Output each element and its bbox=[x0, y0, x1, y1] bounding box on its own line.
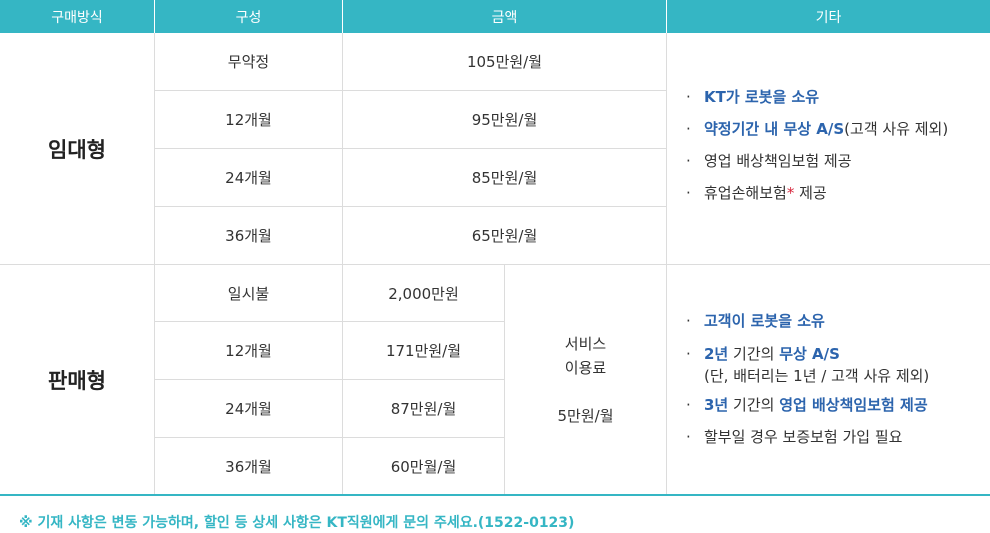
header-other: 기타 bbox=[667, 0, 990, 33]
header-composition: 구성 bbox=[155, 0, 342, 33]
divider bbox=[666, 33, 667, 494]
list-item: · 영업 배상책임보험 제공 bbox=[686, 145, 948, 177]
divider bbox=[155, 321, 504, 322]
note-text: 기간의 bbox=[728, 396, 780, 414]
service-fee-price: 5만원/월 bbox=[557, 406, 614, 425]
bullet: · bbox=[686, 88, 691, 106]
footer-divider bbox=[0, 494, 990, 496]
note-text: (고객 사유 제외) bbox=[844, 120, 949, 138]
divider bbox=[155, 206, 666, 207]
header-purchase-method: 구매방식 bbox=[0, 0, 154, 33]
divider bbox=[155, 90, 666, 91]
list-item: · 2년 기간의 무상 A/S (단, 배터리는 1년 / 고객 사유 제외) bbox=[686, 337, 929, 387]
bullet: · bbox=[686, 312, 691, 330]
note-text: 제공 bbox=[794, 184, 827, 202]
rental-price: 95만원/월 bbox=[471, 111, 538, 129]
note-highlight: 무상 A/S bbox=[779, 345, 840, 363]
note-highlight: KT가 로봇을 소유 bbox=[704, 88, 820, 106]
note-highlight: 2년 bbox=[704, 345, 729, 363]
note-subtext: (단, 배터리는 1년 / 고객 사유 제외) bbox=[704, 367, 930, 385]
rental-price: 65만원/월 bbox=[471, 227, 538, 245]
service-fee-label: 이용료 bbox=[564, 358, 607, 377]
bullet: · bbox=[686, 345, 691, 363]
note-text: 휴업손해보험 bbox=[704, 184, 787, 202]
purchase-price: 60만월/월 bbox=[390, 457, 457, 476]
bullet: · bbox=[686, 120, 691, 138]
purchase-plan: 일시불 bbox=[227, 284, 270, 303]
list-item: · 휴업손해보험* 제공 bbox=[686, 177, 948, 209]
rental-price: 85만원/월 bbox=[471, 169, 538, 187]
rental-plan: 12개월 bbox=[225, 111, 272, 129]
service-fee-label: 서비스 bbox=[564, 334, 607, 353]
rental-plan: 무약정 bbox=[227, 53, 270, 71]
divider bbox=[154, 33, 155, 494]
asterisk-mark: * bbox=[786, 184, 795, 202]
bullet: · bbox=[686, 396, 691, 414]
footer-note: ※ 기재 사항은 변동 가능하며, 할인 등 상세 사항은 KT직원에게 문의 … bbox=[19, 515, 575, 531]
service-fee: 서비스 이용료 5만원/월 bbox=[505, 265, 666, 494]
list-item: · 3년 기간의 영업 배상책임보험 제공 bbox=[686, 389, 929, 421]
purchase-notes: · 고객이 로봇을 소유 · 2년 기간의 무상 A/S (단, 배터리는 1년 / … bbox=[686, 305, 929, 453]
divider bbox=[155, 437, 504, 438]
purchase-plan: 24개월 bbox=[225, 400, 272, 418]
header-amount: 금액 bbox=[343, 0, 666, 33]
rental-notes: · KT가 로봇을 소유 · 약정기간 내 무상 A/S(고객 사유 제외) · 영업… bbox=[686, 81, 948, 209]
note-highlight: 고객이 로봇을 소유 bbox=[704, 312, 825, 330]
divider bbox=[0, 264, 990, 265]
purchase-price: 2,000만원 bbox=[388, 284, 459, 303]
note-text: 할부일 경우 보증보험 가입 필요 bbox=[704, 428, 903, 446]
divider bbox=[342, 33, 343, 494]
purchase-plan: 36개월 bbox=[225, 457, 272, 476]
note-text: 영업 배상책임보험 제공 bbox=[704, 152, 852, 170]
list-item: · 약정기간 내 무상 A/S(고객 사유 제외) bbox=[686, 113, 948, 145]
rental-type-label: 임대형 bbox=[48, 137, 106, 162]
note-highlight: 약정기간 내 무상 A/S bbox=[704, 120, 845, 138]
bullet: · bbox=[686, 428, 691, 446]
bullet: · bbox=[686, 184, 691, 202]
rental-plan: 36개월 bbox=[225, 227, 272, 245]
purchase-type-label: 판매형 bbox=[48, 368, 106, 393]
purchase-plan: 12개월 bbox=[225, 342, 272, 360]
purchase-price: 171만원/월 bbox=[385, 342, 462, 360]
list-item: · KT가 로봇을 소유 bbox=[686, 81, 948, 113]
note-text: 기간의 bbox=[728, 345, 780, 363]
rental-price: 105만원/월 bbox=[466, 53, 543, 71]
divider bbox=[504, 264, 505, 494]
note-highlight: 3년 bbox=[704, 396, 729, 414]
divider bbox=[155, 148, 666, 149]
list-item: · 할부일 경우 보증보험 가입 필요 bbox=[686, 421, 929, 453]
list-item: · 고객이 로봇을 소유 bbox=[686, 305, 929, 337]
purchase-price: 87만원/월 bbox=[390, 400, 457, 418]
rental-plan: 24개월 bbox=[225, 169, 272, 187]
bullet: · bbox=[686, 152, 691, 170]
divider bbox=[155, 379, 504, 380]
note-highlight: 영업 배상책임보험 제공 bbox=[779, 396, 928, 414]
